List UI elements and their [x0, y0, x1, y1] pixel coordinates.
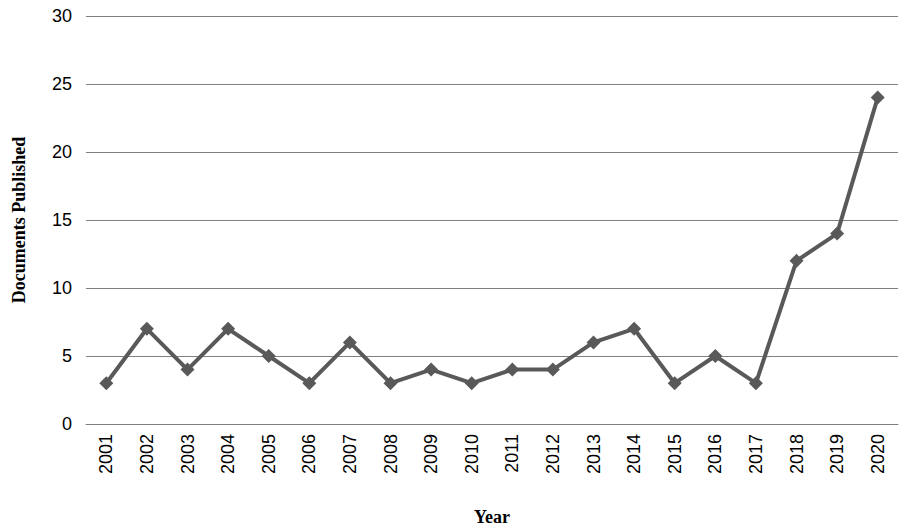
- svg-text:2014: 2014: [624, 434, 644, 474]
- svg-text:2020: 2020: [868, 434, 888, 474]
- svg-text:2013: 2013: [584, 434, 604, 474]
- svg-text:2003: 2003: [178, 434, 198, 474]
- svg-text:2017: 2017: [746, 434, 766, 474]
- svg-text:2007: 2007: [340, 434, 360, 474]
- svg-text:Year: Year: [474, 507, 510, 527]
- svg-text:2011: 2011: [502, 434, 522, 473]
- svg-text:2018: 2018: [787, 434, 807, 474]
- svg-text:2009: 2009: [421, 434, 441, 474]
- svg-text:30: 30: [52, 6, 72, 26]
- svg-text:2001: 2001: [96, 434, 116, 474]
- svg-text:10: 10: [52, 278, 72, 298]
- svg-text:2012: 2012: [543, 434, 563, 474]
- svg-text:2006: 2006: [299, 434, 319, 474]
- svg-text:2002: 2002: [137, 434, 157, 474]
- svg-text:2016: 2016: [705, 434, 725, 474]
- svg-text:25: 25: [52, 74, 72, 94]
- svg-text:2019: 2019: [827, 434, 847, 474]
- svg-text:Documents Published: Documents Published: [9, 137, 29, 304]
- svg-text:2005: 2005: [259, 434, 279, 474]
- svg-text:5: 5: [62, 346, 72, 366]
- svg-text:2015: 2015: [665, 434, 685, 474]
- svg-text:2010: 2010: [462, 434, 482, 474]
- svg-text:20: 20: [52, 142, 72, 162]
- svg-text:2008: 2008: [381, 434, 401, 474]
- svg-text:2004: 2004: [218, 434, 238, 474]
- svg-text:15: 15: [52, 210, 72, 230]
- svg-text:0: 0: [62, 414, 72, 434]
